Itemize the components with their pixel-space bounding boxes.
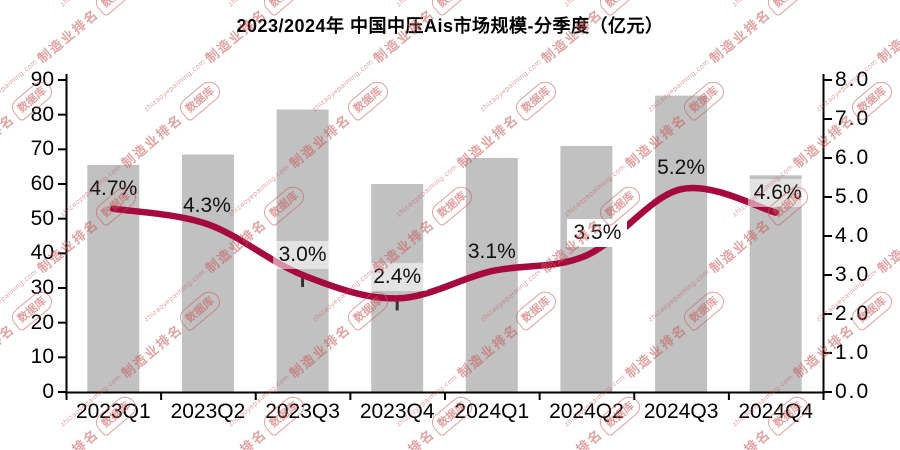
bar-2023Q4 — [371, 184, 424, 392]
bar-2023Q3 — [276, 109, 329, 392]
bar-2023Q1 — [87, 164, 140, 392]
bar-2024Q3 — [655, 95, 708, 392]
bar-2023Q2 — [181, 154, 234, 392]
bar-2024Q2 — [560, 145, 613, 392]
chart-title: 2023/2024年 中国中压Ais市场规模-分季度（亿元） — [236, 16, 664, 36]
growth-rate-line — [110, 184, 779, 302]
